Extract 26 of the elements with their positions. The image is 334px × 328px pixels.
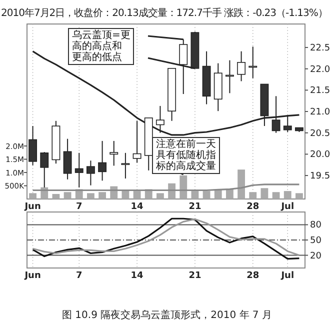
x-tick-label: 14 [130, 271, 144, 281]
y-tick-label: 80 [310, 220, 322, 231]
annotation: 乌云盖顶=更高的高点和更高的低点 [72, 30, 130, 63]
x-tick-label: 21 [188, 202, 202, 212]
x-tick-label: Jul [280, 202, 294, 212]
chart-title: 2010年7月2日，收盘价：20.13成交量：172.7千手 涨跌：-0.23（-1.13%） [1, 7, 328, 19]
y-tick-label: 19.5 [310, 172, 330, 182]
x-tick-label: 28 [246, 271, 260, 281]
y-tick-label: 20 [310, 251, 322, 262]
y-tick-label: 20.0 [310, 150, 330, 160]
x-tick-label: 21 [188, 271, 202, 281]
x-tick-label: 7 [76, 202, 82, 212]
y-tick-label: 21.5 [310, 86, 330, 96]
x-tick-label: Jul [280, 271, 294, 281]
y-tick-label: 50 [310, 236, 322, 246]
x-tick-label: Jun [24, 271, 41, 281]
caption: 图 10.9 隔夜交易乌云盖顶形式，2010 年 7 月 [62, 309, 272, 321]
y-tick-label: 22.0 [310, 64, 330, 75]
x-tick-label: Jun [24, 202, 41, 212]
x-tick-label: 14 [130, 202, 144, 212]
y-tick-label: 21.0 [310, 108, 330, 118]
x-tick-label: 7 [76, 271, 82, 281]
annotation: 注意在前一天具有低随机指标的高成交量 [156, 139, 216, 172]
y-tick-label: 20.5 [310, 128, 330, 139]
x-tick-label: 28 [246, 202, 260, 212]
y-tick-label: 22.5 [310, 43, 330, 54]
